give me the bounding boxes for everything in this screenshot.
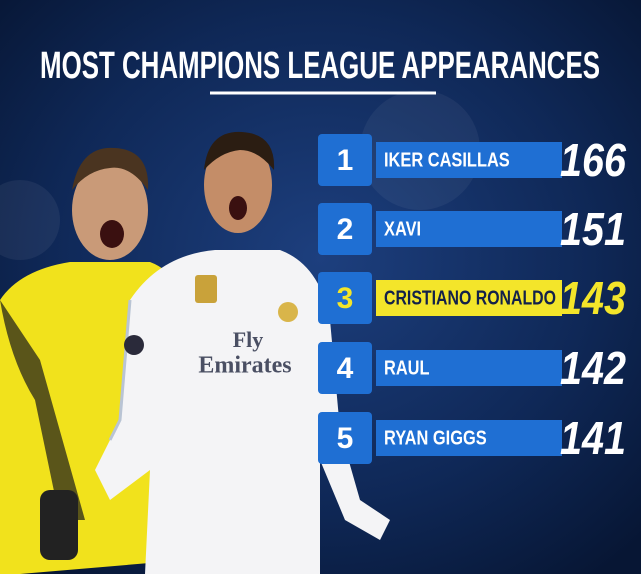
name-bar bbox=[376, 280, 562, 316]
rank-box bbox=[318, 134, 372, 186]
rank-number: 3 bbox=[337, 282, 354, 315]
name-bar bbox=[376, 420, 562, 456]
title: MOST CHAMPIONS LEAGUE APPEARANCES bbox=[40, 45, 600, 87]
appearance-count: 142 bbox=[560, 342, 626, 394]
name-bar bbox=[376, 211, 562, 247]
rank-box bbox=[318, 412, 372, 464]
name-bar bbox=[376, 142, 562, 178]
rank-number: 2 bbox=[337, 213, 354, 246]
rank-box bbox=[318, 203, 372, 255]
rank-box bbox=[318, 272, 372, 324]
rank-number: 1 bbox=[337, 144, 354, 177]
player-photo-right: Fly Emirates bbox=[95, 131, 390, 574]
appearance-count: 166 bbox=[560, 134, 626, 186]
player-name: CRISTIANO RONALDO bbox=[384, 287, 556, 309]
rank-box bbox=[318, 342, 372, 394]
rank-number: 4 bbox=[337, 352, 354, 385]
appearance-count: 151 bbox=[560, 203, 626, 255]
appearance-count: 141 bbox=[560, 412, 626, 464]
ranking-list: 1 IKER CASILLAS 166 2 XAVI 151 3 CRISTIANO RONA… bbox=[318, 134, 626, 464]
player-name: RYAN GIGGS bbox=[384, 427, 487, 449]
name-bar bbox=[376, 350, 562, 386]
rank-number: 5 bbox=[337, 422, 354, 455]
shirt-sponsor: Fly bbox=[233, 327, 264, 352]
appearance-count: 143 bbox=[560, 272, 626, 324]
light-flare bbox=[0, 180, 60, 260]
player-name: IKER CASILLAS bbox=[384, 149, 510, 171]
player-name: XAVI bbox=[384, 218, 421, 240]
player-name: RAUL bbox=[384, 357, 430, 379]
shirt-sponsor: Emirates bbox=[198, 353, 291, 379]
